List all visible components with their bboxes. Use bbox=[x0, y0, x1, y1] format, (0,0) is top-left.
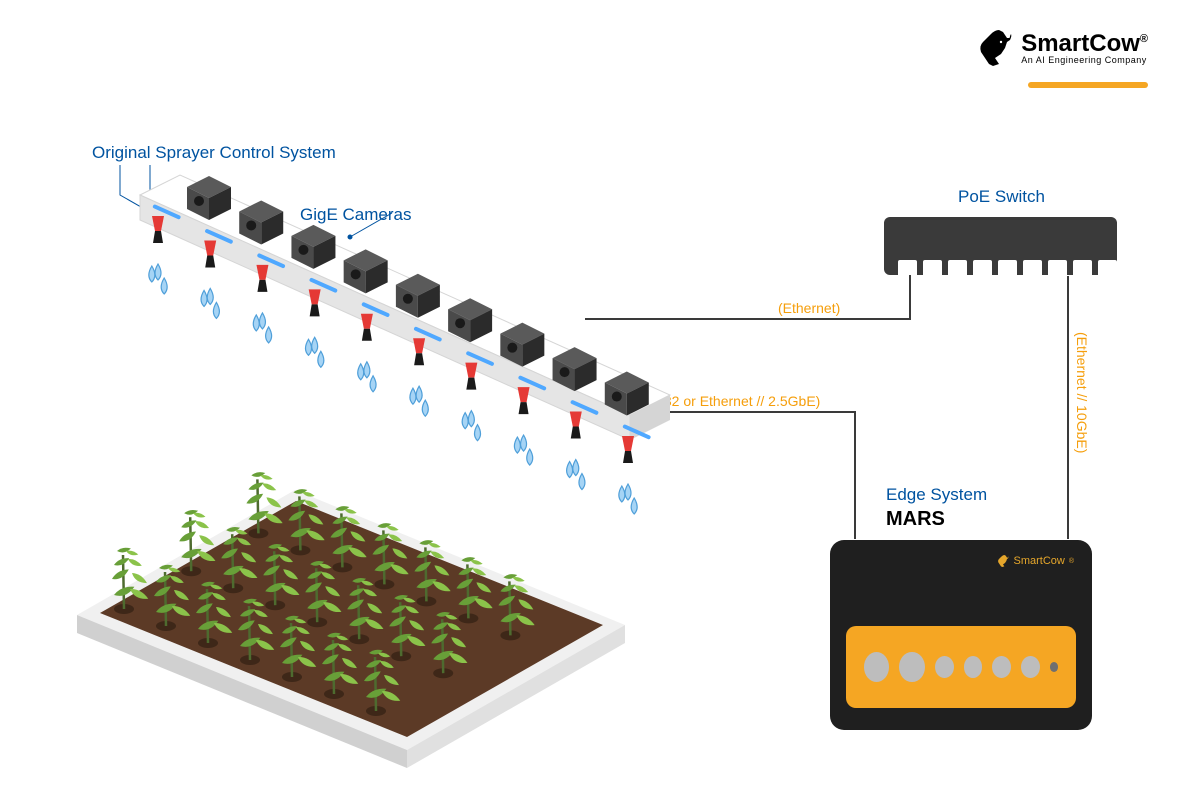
plant-bed bbox=[77, 471, 625, 768]
diagram-svg bbox=[0, 0, 1200, 788]
sprayer-bar bbox=[140, 175, 670, 514]
